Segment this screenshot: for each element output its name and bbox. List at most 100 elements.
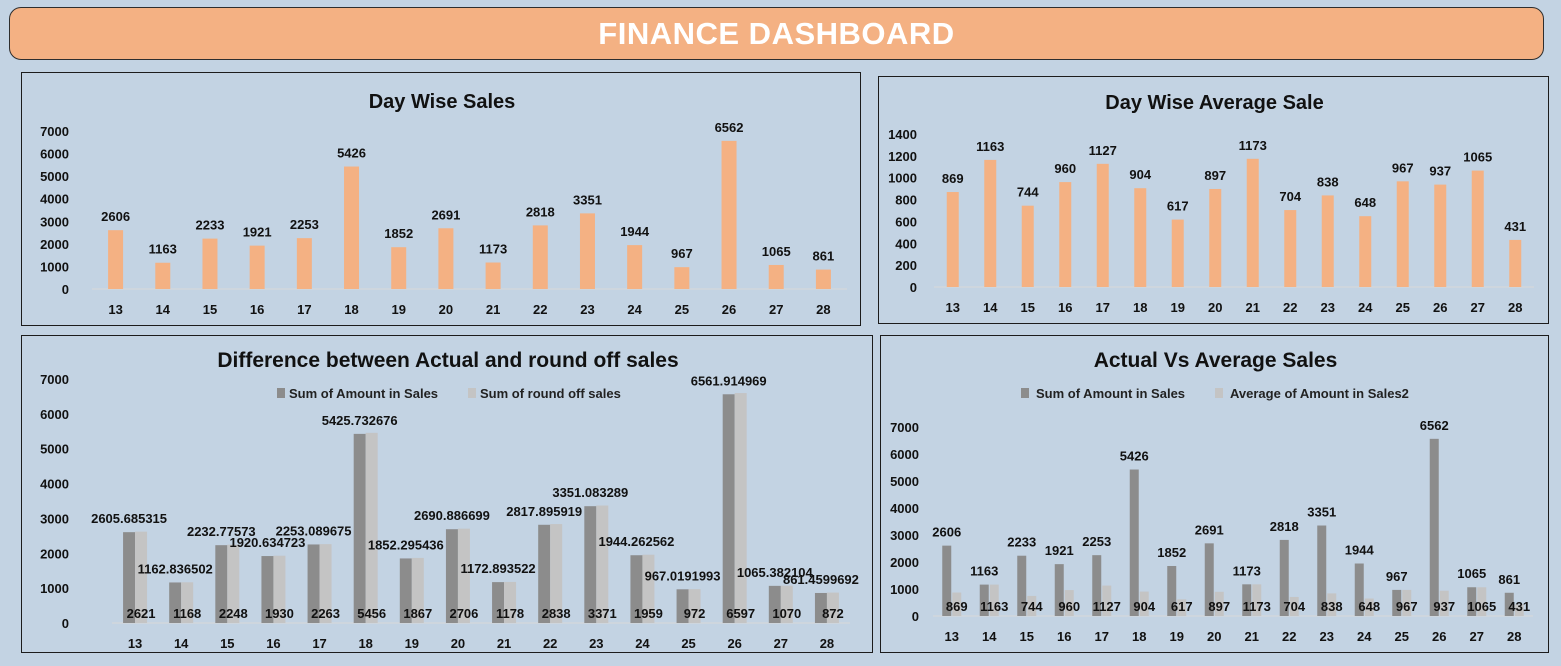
day-wise-average-sale-bar-s0-15: [1509, 239, 1522, 287]
difference-actual-round-off-xtick-10: 23: [589, 636, 603, 651]
actual-vs-average-xtick-11: 24: [1357, 629, 1372, 644]
day-wise-sales-xtick-5: 18: [344, 302, 358, 317]
day-wise-sales-datalabel-s0-3: 1921: [243, 225, 272, 240]
difference-actual-round-off-datalabel-s0-1: 1162.836502: [138, 561, 213, 576]
day-wise-sales-xtick-9: 22: [533, 302, 547, 317]
difference-actual-round-off-bar-s0-14: [768, 585, 781, 623]
day-wise-sales-xtick-4: 17: [297, 302, 311, 317]
actual-vs-average-bar-s1-6: [1177, 599, 1187, 616]
actual-vs-average-datalabel-s0-6: 1852: [1157, 545, 1186, 560]
difference-actual-round-off-bar-s1-5: [365, 432, 378, 623]
day-wise-average-sale-xtick-13: 26: [1433, 300, 1447, 315]
difference-actual-round-off-bar-s1-10: [596, 505, 609, 623]
actual-vs-average-xtick-1: 14: [982, 629, 997, 644]
day-wise-average-sale-datalabel-s0-7: 897: [1204, 168, 1226, 183]
difference-actual-round-off-ytick-3: 3000: [40, 511, 69, 526]
day-wise-sales-xtick-13: 26: [722, 302, 736, 317]
difference-actual-round-off-bar-s0-12: [676, 589, 689, 623]
day-wise-sales-bar-s0-0: [108, 230, 124, 289]
day-wise-average-sale-datalabel-s0-4: 1127: [1089, 143, 1117, 158]
actual-vs-average-datalabel-s0-3: 1921: [1045, 543, 1074, 558]
difference-actual-round-off-datalabel-s1-15: 872: [822, 606, 844, 621]
difference-actual-round-off-xtick-2: 15: [220, 636, 234, 651]
day-wise-sales-bar-s0-15: [815, 269, 831, 289]
difference-actual-round-off-xtick-11: 24: [635, 636, 650, 651]
difference-actual-round-off-ytick-5: 5000: [40, 442, 69, 457]
difference-actual-round-off-datalabel-s1-6: 1867: [403, 606, 432, 621]
difference-actual-round-off-datalabel-s1-10: 3371: [588, 606, 617, 621]
day-wise-sales-datalabel-s0-11: 1944: [620, 224, 650, 239]
difference-actual-round-off-datalabel-s0-12: 967.0191993: [645, 568, 721, 583]
actual-vs-average-bar-s1-7: [1214, 591, 1224, 616]
difference-actual-round-off-bar-s1-7: [457, 528, 470, 623]
actual-vs-average-datalabel-s0-12: 967: [1386, 569, 1408, 584]
difference-actual-round-off-datalabel-s1-13: 6597: [726, 606, 755, 621]
difference-actual-round-off-ytick-7: 7000: [40, 372, 69, 387]
day-wise-average-sale-bar-s0-11: [1359, 216, 1372, 287]
difference-actual-round-off-legend-label-1: Sum of round off sales: [480, 386, 621, 401]
difference-actual-round-off-datalabel-s1-1: 1168: [173, 606, 201, 621]
difference-actual-round-off-datalabel-s1-7: 2706: [449, 606, 478, 621]
actual-vs-average-xtick-6: 19: [1170, 629, 1184, 644]
day-wise-sales-xtick-14: 27: [769, 302, 783, 317]
actual-vs-average-datalabel-s0-11: 1944: [1345, 543, 1375, 558]
difference-actual-round-off-bar-s0-15: [814, 592, 827, 623]
difference-actual-round-off-datalabel-s0-0: 2605.685315: [91, 511, 167, 526]
actual-vs-average-datalabel-s0-13: 6562: [1420, 418, 1449, 433]
day-wise-sales-bar-s0-3: [249, 245, 265, 289]
day-wise-sales-bar-s0-10: [579, 213, 595, 289]
actual-vs-average-ytick-4: 4000: [890, 501, 919, 516]
actual-vs-average-bar-s1-4: [1102, 585, 1112, 616]
difference-actual-round-off-legend-swatch-0: [277, 388, 285, 398]
difference-actual-round-off-bar-s0-3: [261, 556, 274, 623]
difference-actual-round-off-bar-s0-9: [538, 524, 551, 623]
difference-actual-round-off-datalabel-s0-2: 2232.77573: [187, 524, 256, 539]
difference-actual-round-off-xtick-14: 27: [774, 636, 788, 651]
actual-vs-average-datalabel-s1-12: 967: [1396, 599, 1418, 614]
actual-vs-average-datalabel-s1-8: 1173: [1243, 599, 1271, 614]
day-wise-sales-datalabel-s0-15: 861: [813, 249, 835, 264]
difference-actual-round-off-xtick-7: 20: [451, 636, 465, 651]
actual-vs-average-xtick-13: 26: [1432, 629, 1446, 644]
difference-actual-round-off-datalabel-s1-14: 1070: [772, 606, 801, 621]
day-wise-average-sale-bar-s0-9: [1284, 210, 1297, 287]
day-wise-sales-title: Day Wise Sales: [369, 91, 516, 113]
day-wise-sales-datalabel-s0-6: 1852: [384, 226, 413, 241]
difference-actual-round-off-bar-s0-8: [492, 582, 505, 623]
actual-vs-average-bar-s0-11: [1354, 563, 1364, 616]
difference-actual-round-off-datalabel-s0-3: 1920.634723: [229, 535, 305, 550]
actual-vs-average-legend-swatch-1: [1215, 388, 1223, 398]
actual-vs-average-bar-s1-12: [1402, 589, 1412, 616]
day-wise-sales-xtick-12: 25: [675, 302, 689, 317]
day-wise-sales-bar-s0-1: [155, 262, 171, 289]
difference-actual-round-off-xtick-0: 13: [128, 636, 142, 651]
day-wise-average-sale-xtick-1: 14: [983, 300, 998, 315]
day-wise-average-sale-xtick-0: 13: [946, 300, 960, 315]
day-wise-average-sale-datalabel-s0-11: 648: [1354, 195, 1376, 210]
day-wise-sales-datalabel-s0-9: 2818: [526, 204, 555, 219]
actual-vs-average-xtick-15: 28: [1507, 629, 1521, 644]
difference-actual-round-off-bar-s1-9: [550, 524, 563, 623]
difference-actual-round-off-datalabel-s0-4: 2253.089675: [276, 523, 352, 538]
difference-actual-round-off-legend-label-0: Sum of Amount in Sales: [289, 386, 438, 401]
difference-actual-round-off-bar-s0-5: [353, 433, 366, 623]
actual-vs-average-datalabel-s0-4: 2253: [1082, 534, 1111, 549]
actual-vs-average-datalabel-s1-7: 897: [1208, 599, 1230, 614]
day-wise-average-sale-datalabel-s0-6: 617: [1167, 199, 1189, 214]
actual-vs-average-legend-label-0: Sum of Amount in Sales: [1036, 386, 1185, 401]
difference-actual-round-off-xtick-1: 14: [174, 636, 189, 651]
actual-vs-average-datalabel-s1-1: 1163: [980, 599, 1008, 614]
day-wise-average-sale-bar-s0-13: [1434, 184, 1447, 287]
actual-vs-average-datalabel-s0-0: 2606: [932, 525, 961, 540]
actual-vs-average-xtick-7: 20: [1207, 629, 1221, 644]
actual-vs-average-datalabel-s0-8: 1173: [1233, 563, 1261, 578]
difference-actual-round-off-ytick-1: 1000: [40, 581, 69, 596]
day-wise-sales-bar-s0-9: [532, 225, 548, 289]
actual-vs-average-bar-s0-10: [1317, 525, 1327, 616]
day-wise-sales-bar-s0-8: [485, 262, 501, 289]
day-wise-average-sale-bar-s0-12: [1396, 181, 1409, 287]
day-wise-average-sale-ytick-5: 1000: [888, 171, 917, 186]
day-wise-average-sale-bar-s0-1: [984, 159, 997, 287]
actual-vs-average-datalabel-s1-14: 1065: [1467, 599, 1496, 614]
day-wise-sales-datalabel-s0-4: 2253: [290, 217, 319, 232]
